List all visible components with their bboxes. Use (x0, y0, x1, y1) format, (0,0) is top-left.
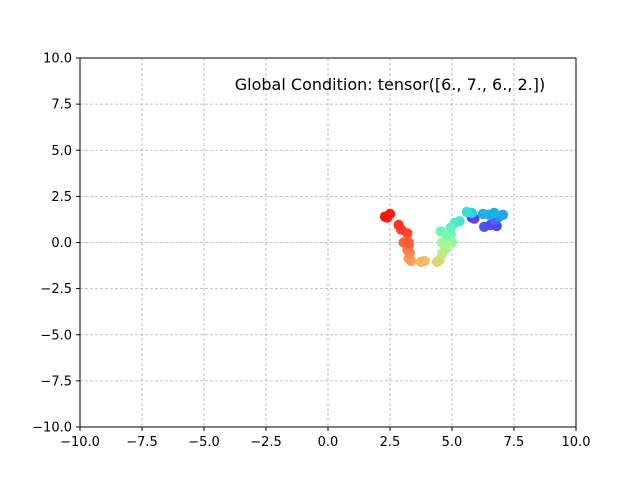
x-tick-label: 5.0 (442, 435, 463, 450)
y-tick-label: −5.0 (40, 328, 72, 343)
data-point (497, 209, 509, 221)
data-point (415, 256, 427, 268)
x-tick-label: −5.0 (188, 435, 220, 450)
y-tick-label: 10.0 (43, 52, 72, 67)
x-tick-label: 2.5 (380, 435, 401, 450)
x-tick-label: −10.0 (60, 435, 100, 450)
y-tick-label: 0.0 (51, 236, 72, 251)
data-point (403, 237, 414, 248)
y-tick-label: 5.0 (51, 144, 72, 159)
y-tick-label: −10.0 (32, 421, 72, 436)
y-tick-label: 2.5 (51, 190, 72, 205)
global-condition-annotation: Global Condition: tensor([6., 7., 6., 2.… (235, 75, 545, 94)
x-tick-label: 0.0 (318, 435, 339, 450)
y-tick-label: 7.5 (51, 98, 72, 113)
y-axis-ticks: −10.0 −7.5 −5.0 −2.5 0.0 2.5 5.0 7.5 10.0 (32, 52, 80, 436)
data-points (379, 206, 509, 268)
y-tick-label: −2.5 (40, 282, 72, 297)
grid-lines (79, 57, 577, 428)
data-point (477, 208, 489, 220)
y-tick-label: −7.5 (40, 374, 72, 389)
data-point (431, 256, 443, 268)
x-axis-ticks: −10.0 −7.5 −5.0 −2.5 0.0 2.5 5.0 7.5 10.0 (60, 427, 590, 450)
x-tick-label: 7.5 (504, 435, 525, 450)
x-tick-label: 10.0 (562, 435, 591, 450)
data-point (379, 211, 391, 222)
x-tick-label: −2.5 (250, 435, 282, 450)
data-point (461, 206, 473, 218)
data-point (393, 219, 404, 231)
x-tick-label: −7.5 (126, 435, 158, 450)
